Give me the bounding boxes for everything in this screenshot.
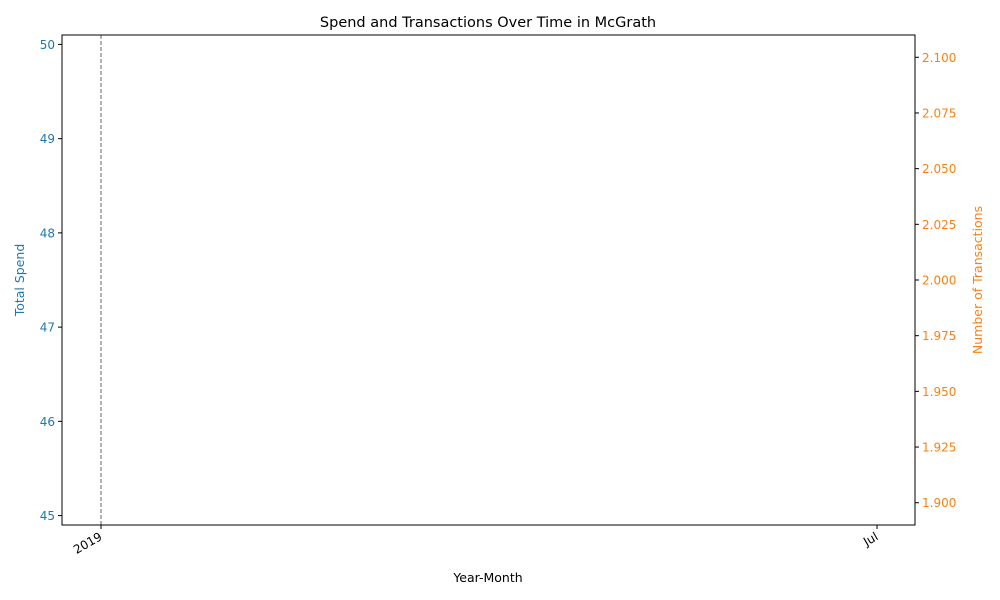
y-right-tick-label: 1.975 xyxy=(922,329,956,343)
y-axis-right-label: Number of Transactions xyxy=(970,206,985,354)
left-axis: 45 46 47 48 49 50 xyxy=(40,38,62,523)
y-left-tick-label: 50 xyxy=(40,38,55,52)
y-right-tick-label: 1.925 xyxy=(922,441,956,455)
y-right-tick-label: 2.025 xyxy=(922,218,956,232)
y-left-tick-label: 49 xyxy=(40,132,55,146)
y-right-tick-label: 1.900 xyxy=(922,496,956,510)
right-axis: 1.900 1.925 1.950 1.975 2.000 2.025 2.050 2.075… xyxy=(915,51,956,510)
plot-area-frame xyxy=(61,34,916,526)
y-right-tick-label: 2.075 xyxy=(922,106,956,120)
y-right-tick-label: 1.950 xyxy=(922,385,956,399)
chart-title: Spend and Transactions Over Time in McGr… xyxy=(320,15,656,31)
y-right-tick-label: 2.000 xyxy=(922,274,956,288)
y-left-tick-label: 48 xyxy=(40,226,55,240)
y-left-tick-label: 45 xyxy=(40,509,55,523)
x-tick-label: 2019 xyxy=(71,529,104,556)
x-axis-label: Year-Month xyxy=(452,570,522,585)
y-right-tick-label: 2.050 xyxy=(922,162,956,176)
x-axis: 2019 Jul xyxy=(71,525,881,557)
y-left-tick-label: 47 xyxy=(40,321,55,335)
y-right-tick-label: 2.100 xyxy=(922,51,956,65)
y-axis-left-label: Total Spend xyxy=(12,244,27,318)
x-tick-label: Jul xyxy=(860,529,880,549)
y-left-tick-label: 46 xyxy=(40,415,55,429)
